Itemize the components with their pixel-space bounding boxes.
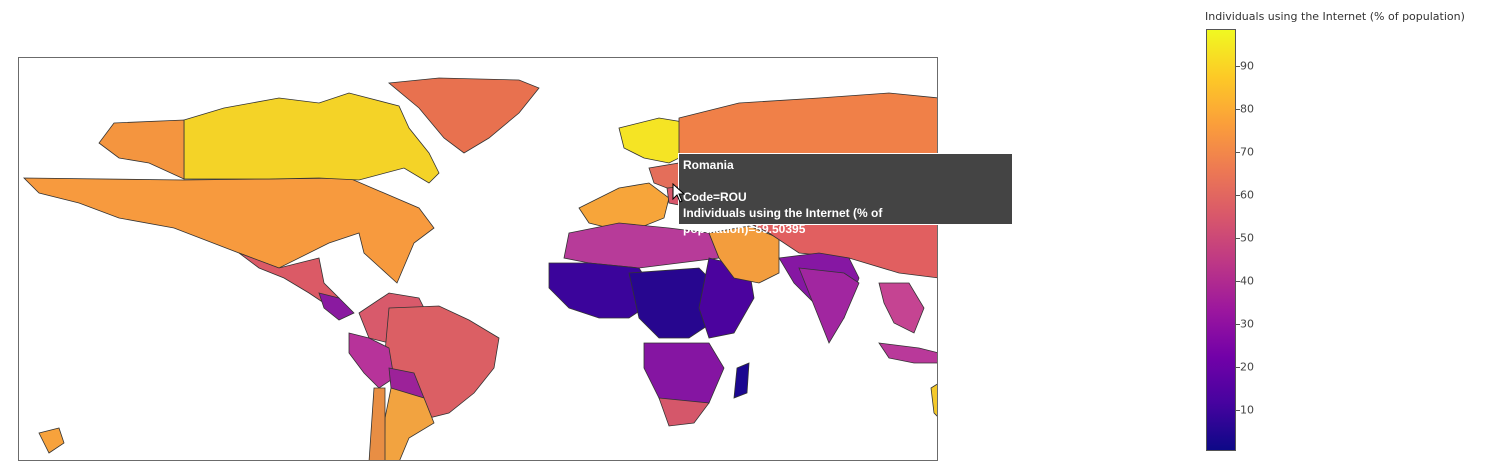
country-new-zealand[interactable] bbox=[38, 427, 65, 454]
colorbar-tick-mark bbox=[1236, 323, 1240, 325]
mouse-pointer-icon bbox=[672, 183, 686, 203]
country-north-africa[interactable] bbox=[563, 222, 720, 269]
colorbar-tick-label: 70 bbox=[1240, 145, 1254, 159]
country-greenland[interactable] bbox=[388, 77, 540, 154]
country-central-africa[interactable] bbox=[628, 267, 720, 339]
world-map[interactable] bbox=[18, 57, 938, 461]
country-middle-east[interactable] bbox=[708, 225, 780, 284]
colorbar-tick-label: 10 bbox=[1240, 403, 1254, 417]
country-south-africa[interactable] bbox=[658, 397, 710, 427]
choropleth-map[interactable] bbox=[19, 58, 938, 461]
colorbar-tick-label: 80 bbox=[1240, 102, 1254, 116]
country-central-america[interactable] bbox=[318, 292, 355, 321]
tooltip-country: Romania bbox=[683, 158, 734, 172]
colorbar-tick-mark bbox=[1236, 280, 1240, 282]
country-southeast-asia[interactable] bbox=[878, 282, 925, 334]
colorbar-tick-label: 60 bbox=[1240, 188, 1254, 202]
country-madagascar[interactable] bbox=[733, 362, 750, 399]
colorbar-tick-mark bbox=[1236, 65, 1240, 67]
country-canada[interactable] bbox=[183, 92, 440, 184]
colorbar-tick-mark bbox=[1236, 194, 1240, 196]
country-japan-fringe[interactable] bbox=[930, 383, 938, 418]
hover-tooltip: Romania Code=ROU Individuals using the I… bbox=[678, 153, 1013, 236]
country-western-europe[interactable] bbox=[578, 182, 670, 229]
colorbar-tick-label: 20 bbox=[1240, 360, 1254, 374]
tooltip-code: Code=ROU bbox=[683, 190, 747, 204]
colorbar-tick-label: 40 bbox=[1240, 274, 1254, 288]
colorbar-tick-label: 50 bbox=[1240, 231, 1254, 245]
colorbar-tick-mark bbox=[1236, 410, 1240, 412]
country-chile[interactable] bbox=[368, 387, 386, 461]
colorbar-tick-mark bbox=[1236, 367, 1240, 369]
country-alaska[interactable] bbox=[98, 119, 185, 180]
colorbar-tick-mark bbox=[1236, 237, 1240, 239]
colorbar bbox=[1206, 29, 1236, 451]
tooltip-value: Individuals using the Internet (% of pop… bbox=[683, 206, 883, 236]
tooltip-blank-line bbox=[683, 173, 1008, 189]
country-peru[interactable] bbox=[348, 332, 395, 389]
colorbar-title: Individuals using the Internet (% of pop… bbox=[1205, 10, 1465, 23]
colorbar-tick-mark bbox=[1236, 108, 1240, 110]
country-usa[interactable] bbox=[23, 177, 435, 284]
country-indonesia[interactable] bbox=[878, 342, 938, 364]
colorbar-tick-label: 30 bbox=[1240, 317, 1254, 331]
colorbar-tick-label: 90 bbox=[1240, 59, 1254, 73]
country-india[interactable] bbox=[798, 267, 860, 344]
colorbar-tick-mark bbox=[1236, 151, 1240, 153]
